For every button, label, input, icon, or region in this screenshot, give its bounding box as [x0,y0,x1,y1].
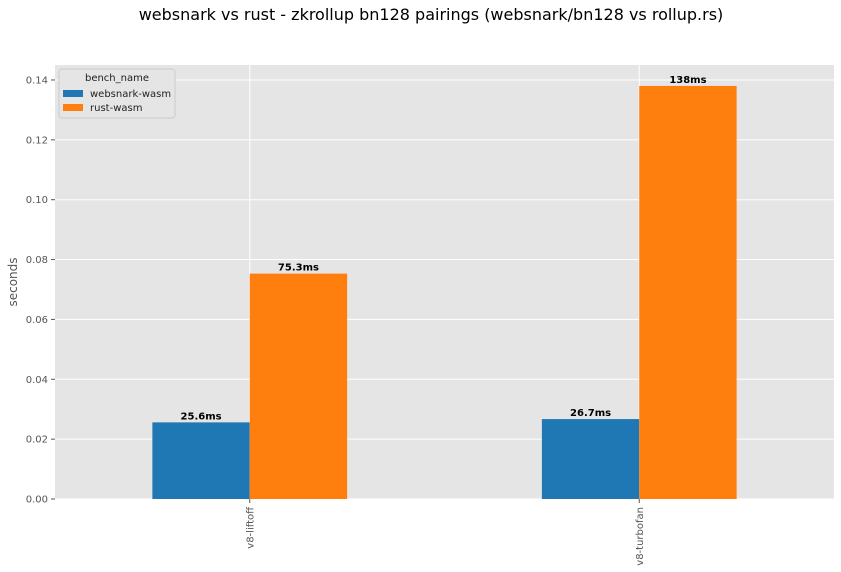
data-label: 25.6ms [181,411,222,422]
y-axis-label: seconds [6,257,20,306]
y-tick-label: 0.12 [26,135,48,146]
y-tick-label: 0.08 [26,255,48,266]
bar-websnark-wasm-v8-turbofan [541,419,640,499]
bars: 25.6ms 75.3ms 26.7ms 138ms [152,75,737,499]
y-tick-label: 0.10 [26,195,48,206]
legend-label-websnark-wasm: websnark-wasm [90,89,171,100]
legend-box [58,68,176,119]
y-tick-label: 0.00 [26,495,48,506]
x-tick-label: v8-liftoff [245,506,256,549]
data-label: 26.7ms [570,408,611,419]
legend-swatch-rust-wasm [63,104,83,111]
y-axis: 0.00 0.02 0.04 0.06 0.08 0.10 0.12 0.14 [26,75,55,506]
y-tick-label: 0.04 [26,375,48,386]
x-tick-label: v8-turbofan [635,507,646,566]
y-tick-label: 0.14 [26,75,48,86]
legend: bench_name websnark-wasm rust-wasm [58,68,176,119]
bar-rust-wasm-v8-liftoff [249,273,348,499]
y-tick-label: 0.02 [26,435,48,446]
bar-websnark-wasm-v8-liftoff [152,422,250,499]
legend-title: bench_name [85,73,149,84]
legend-label-rust-wasm: rust-wasm [90,103,142,114]
y-tick-label: 0.06 [26,315,48,326]
legend-swatch-websnark-wasm [63,90,83,97]
data-label: 75.3ms [278,263,319,274]
bar-rust-wasm-v8-turbofan [639,85,737,499]
chart-title: websnark vs rust - zkrollup bn128 pairin… [139,5,724,24]
x-axis: v8-liftoff v8-turbofan [245,499,646,566]
data-label: 138ms [669,75,706,86]
